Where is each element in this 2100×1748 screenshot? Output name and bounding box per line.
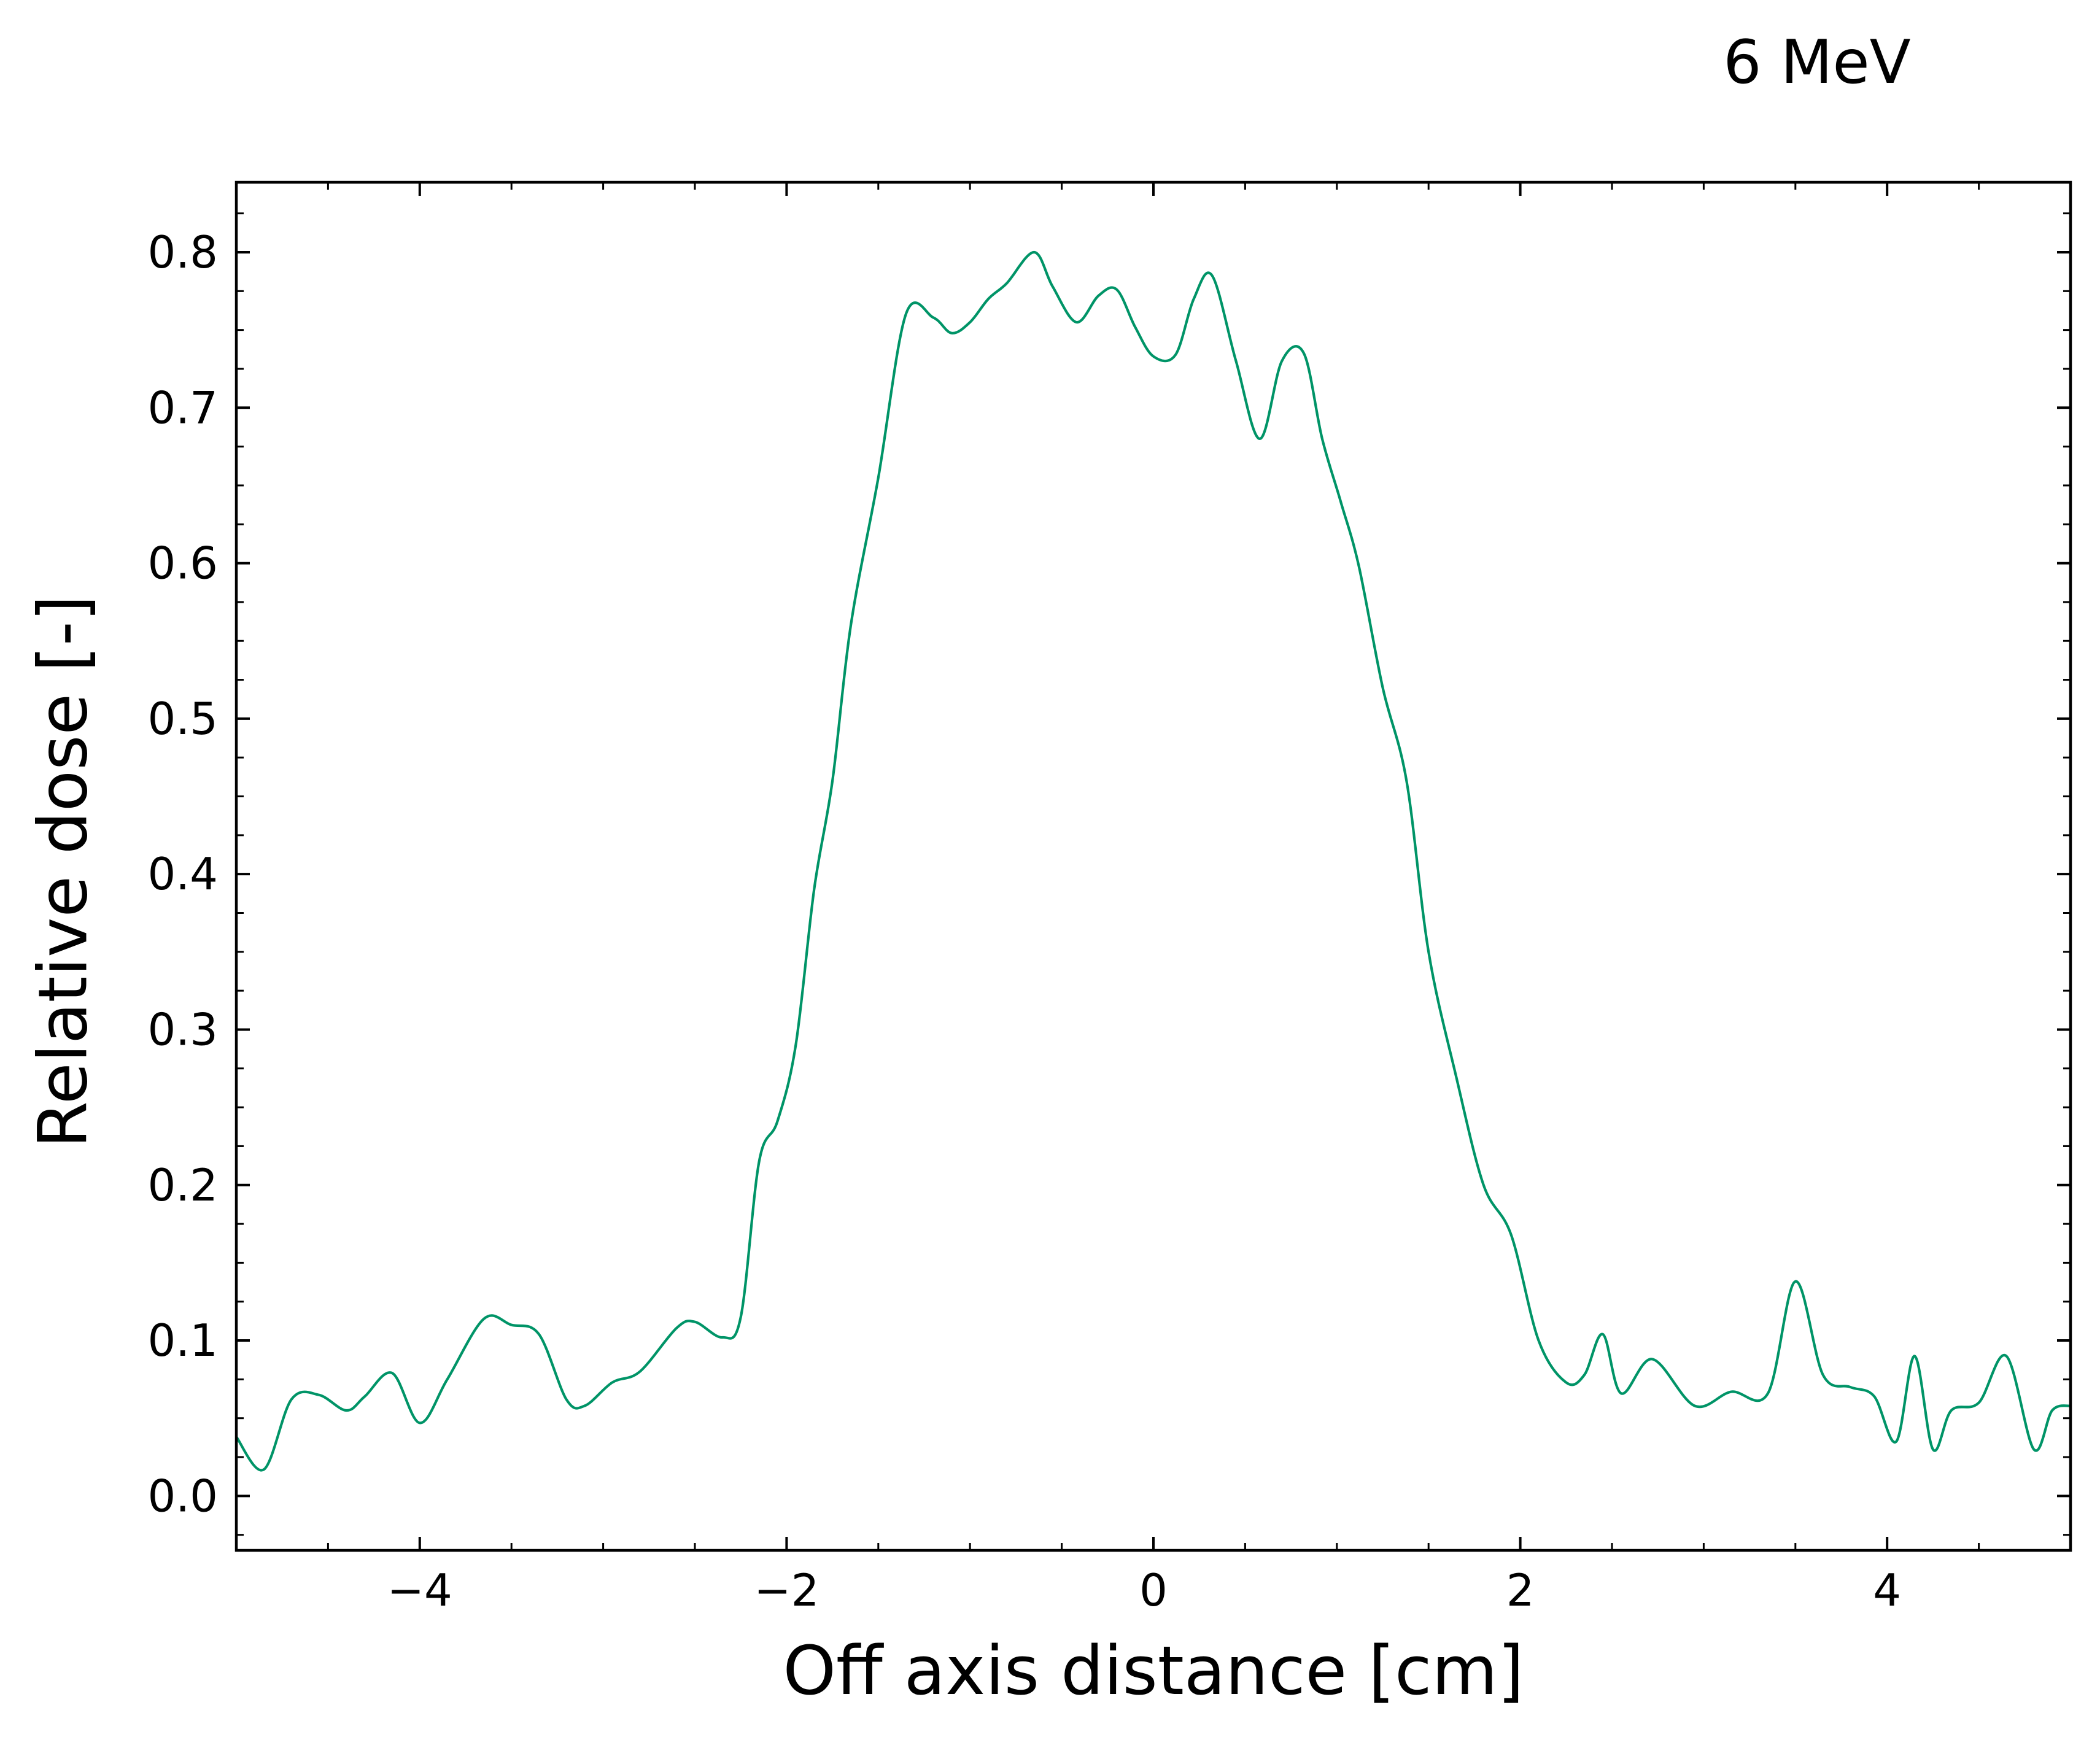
x-axis-label: Off axis distance [cm] (783, 1631, 1524, 1710)
plot-area: −4 −2 0 2 4 0.0 0.1 0.2 0.3 0.4 0.5 0.6 0.7 0.8 (147, 180, 2072, 1616)
y-tick-label: 0.3 (147, 1004, 218, 1055)
x-tick-label: 0 (1139, 1564, 1168, 1616)
y-tick-label: 0.4 (147, 848, 218, 900)
y-tick-label: 0.8 (147, 226, 218, 278)
y-tick-label: 0.5 (147, 693, 218, 744)
x-tick-label: 2 (1506, 1564, 1535, 1616)
y-tick-label: 0.2 (147, 1159, 218, 1211)
x-tick-label: 4 (1873, 1564, 1901, 1616)
y-tick-label: 0.1 (147, 1315, 218, 1366)
y-tick-label: 0.0 (147, 1470, 218, 1522)
y-tick-label: 0.7 (147, 382, 218, 433)
x-tick-label: −4 (387, 1564, 452, 1616)
chart-title: 6 MeV (1723, 28, 1910, 98)
plot-frame (234, 180, 2072, 1552)
y-tick-label: 0.6 (147, 538, 218, 589)
series-line-0 (236, 250, 2071, 1472)
y-axis-label-group: Relative dose [-] (23, 595, 102, 1148)
y-axis-label: Relative dose [-] (23, 595, 102, 1148)
x-tick-label: −2 (754, 1564, 819, 1616)
